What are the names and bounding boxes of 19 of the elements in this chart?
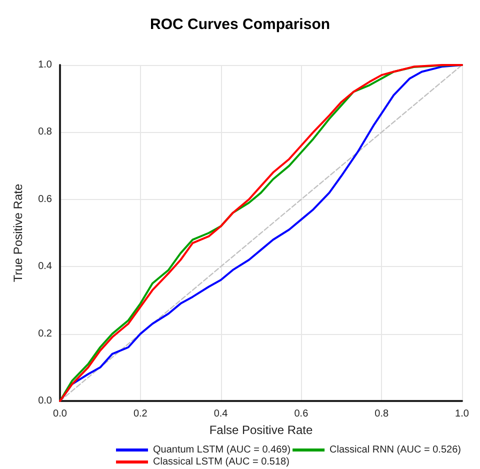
chart-title: ROC Curves Comparison <box>150 16 330 33</box>
legend-label: Classical LSTM (AUC = 0.518) <box>153 456 290 468</box>
y-tick-label: 1.0 <box>38 60 52 70</box>
x-tick-label: 0.4 <box>214 408 228 420</box>
y-axis-title: True Positive Rate <box>11 184 25 282</box>
x-tick-label: 1.0 <box>455 408 470 420</box>
line-series <box>59 64 463 402</box>
x-tick-label: 0.6 <box>294 408 309 420</box>
y-tick-label: 0.6 <box>38 194 52 205</box>
legend-label: Classical RNN (AUC = 0.526) <box>330 444 461 456</box>
legend-label: Quantum LSTM (AUC = 0.469) <box>153 444 291 456</box>
y-tick-label: 0.2 <box>38 328 52 340</box>
x-tick-label: 0.2 <box>133 408 148 420</box>
x-tick-label: 0.8 <box>374 408 389 420</box>
y-tick-label: 0.4 <box>38 261 52 272</box>
y-tick-label: 0.8 <box>38 126 52 138</box>
y-tick-label: 0.0 <box>38 396 52 406</box>
x-tick-label: 0.0 <box>53 408 68 420</box>
x-axis-title: False Positive Rate <box>209 422 314 437</box>
